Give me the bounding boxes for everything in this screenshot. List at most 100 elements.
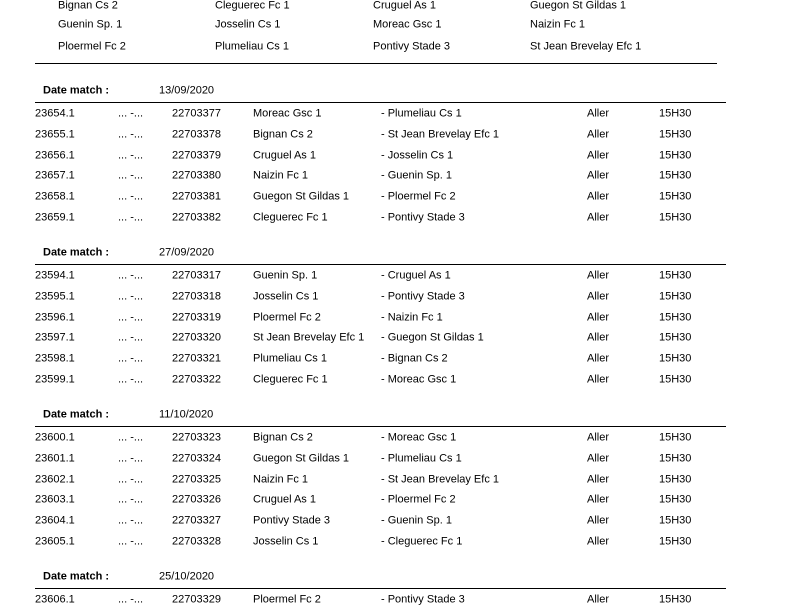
away-team: - Moreac Gsc 1 xyxy=(381,431,457,444)
match-code: 22703327 xyxy=(172,514,221,527)
home-team: Ploermel Fc 2 xyxy=(253,593,321,606)
team-name: Josselin Cs 1 xyxy=(215,18,281,31)
kickoff-time: 15H30 xyxy=(659,452,692,465)
leg: Aller xyxy=(587,431,610,444)
match-id: 23600.1 xyxy=(35,431,75,444)
away-team: - Pontivy Stade 3 xyxy=(381,211,465,224)
match-placeholder: ... -... xyxy=(118,473,144,486)
away-team: - Guenin Sp. 1 xyxy=(381,514,452,527)
match-code: 22703328 xyxy=(172,535,221,548)
leg: Aller xyxy=(587,473,610,486)
kickoff-time: 15H30 xyxy=(659,331,692,344)
match-code: 22703323 xyxy=(172,431,221,444)
match-date: 27/09/2020 xyxy=(159,246,215,259)
match-code: 22703321 xyxy=(172,352,221,365)
match-placeholder: ... -... xyxy=(118,107,144,120)
kickoff-time: 15H30 xyxy=(659,373,692,386)
team-name: Pontivy Stade 3 xyxy=(373,40,451,53)
leg: Aller xyxy=(587,107,610,120)
leg: Aller xyxy=(587,149,610,162)
leg: Aller xyxy=(587,352,610,365)
away-team: - Pontivy Stade 3 xyxy=(381,593,465,606)
leg: Aller xyxy=(587,269,610,282)
separator xyxy=(35,63,717,64)
leg: Aller xyxy=(587,535,610,548)
team-name: St Jean Brevelay Efc 1 xyxy=(530,40,642,53)
section-rule xyxy=(35,102,726,103)
match-placeholder: ... -... xyxy=(118,373,144,386)
match-placeholder: ... -... xyxy=(118,269,144,282)
away-team: - St Jean Brevelay Efc 1 xyxy=(381,473,499,486)
match-code: 22703326 xyxy=(172,493,221,506)
away-team: - Cleguerec Fc 1 xyxy=(381,535,463,548)
match-placeholder: ... -... xyxy=(118,352,144,365)
home-team: Guegon St Gildas 1 xyxy=(253,452,350,465)
home-team: Moreac Gsc 1 xyxy=(253,107,322,120)
kickoff-time: 15H30 xyxy=(659,107,692,120)
team-name: Cleguerec Fc 1 xyxy=(215,0,290,12)
team-name: Moreac Gsc 1 xyxy=(373,18,442,31)
match-id: 23656.1 xyxy=(35,149,75,162)
match-code: 22703379 xyxy=(172,149,221,162)
team-name: Bignan Cs 2 xyxy=(58,0,118,12)
team-name: Cruguel As 1 xyxy=(373,0,436,12)
kickoff-time: 15H30 xyxy=(659,593,692,606)
match-code: 22703380 xyxy=(172,169,221,182)
match-code: 22703325 xyxy=(172,473,221,486)
leg: Aller xyxy=(587,493,610,506)
leg: Aller xyxy=(587,311,610,324)
away-team: - Guegon St Gildas 1 xyxy=(381,331,484,344)
match-id: 23605.1 xyxy=(35,535,75,548)
match-id: 23594.1 xyxy=(35,269,75,282)
match-id: 23597.1 xyxy=(35,331,75,344)
match-placeholder: ... -... xyxy=(118,493,144,506)
match-placeholder: ... -... xyxy=(118,452,144,465)
home-team: Pontivy Stade 3 xyxy=(253,514,331,527)
match-id: 23604.1 xyxy=(35,514,75,527)
match-placeholder: ... -... xyxy=(118,211,144,224)
match-date: 13/09/2020 xyxy=(159,84,215,97)
leg: Aller xyxy=(587,128,610,141)
kickoff-time: 15H30 xyxy=(659,311,692,324)
home-team: St Jean Brevelay Efc 1 xyxy=(253,331,365,344)
match-placeholder: ... -... xyxy=(118,128,144,141)
kickoff-time: 15H30 xyxy=(659,473,692,486)
match-date: 25/10/2020 xyxy=(159,570,215,583)
away-team: - Bignan Cs 2 xyxy=(381,352,448,365)
match-code: 22703381 xyxy=(172,190,221,203)
away-team: - Guenin Sp. 1 xyxy=(381,169,452,182)
home-team: Naizin Fc 1 xyxy=(253,473,309,486)
home-team: Bignan Cs 2 xyxy=(253,431,313,444)
away-team: - Cruguel As 1 xyxy=(381,269,451,282)
match-id: 23603.1 xyxy=(35,493,75,506)
away-team: - Moreac Gsc 1 xyxy=(381,373,457,386)
match-id: 23599.1 xyxy=(35,373,75,386)
away-team: - Plumeliau Cs 1 xyxy=(381,452,462,465)
match-id: 23659.1 xyxy=(35,211,75,224)
home-team: Ploermel Fc 2 xyxy=(253,311,321,324)
leg: Aller xyxy=(587,331,610,344)
match-id: 23655.1 xyxy=(35,128,75,141)
team-name: Plumeliau Cs 1 xyxy=(215,40,289,53)
match-placeholder: ... -... xyxy=(118,290,144,303)
kickoff-time: 15H30 xyxy=(659,352,692,365)
home-team: Josselin Cs 1 xyxy=(253,535,319,548)
match-code: 22703324 xyxy=(172,452,221,465)
match-id: 23654.1 xyxy=(35,107,75,120)
match-placeholder: ... -... xyxy=(118,190,144,203)
match-id: 23596.1 xyxy=(35,311,75,324)
kickoff-time: 15H30 xyxy=(659,493,692,506)
date-label: Date match : xyxy=(43,570,110,583)
match-id: 23595.1 xyxy=(35,290,75,303)
date-label: Date match : xyxy=(43,246,110,259)
home-team: Bignan Cs 2 xyxy=(253,128,313,141)
leg: Aller xyxy=(587,211,610,224)
away-team: - Plumeliau Cs 1 xyxy=(381,107,462,120)
match-code: 22703322 xyxy=(172,373,221,386)
kickoff-time: 15H30 xyxy=(659,290,692,303)
kickoff-time: 15H30 xyxy=(659,431,692,444)
match-placeholder: ... -... xyxy=(118,331,144,344)
section-rule xyxy=(35,426,726,427)
away-team: - Pontivy Stade 3 xyxy=(381,290,465,303)
leg: Aller xyxy=(587,290,610,303)
